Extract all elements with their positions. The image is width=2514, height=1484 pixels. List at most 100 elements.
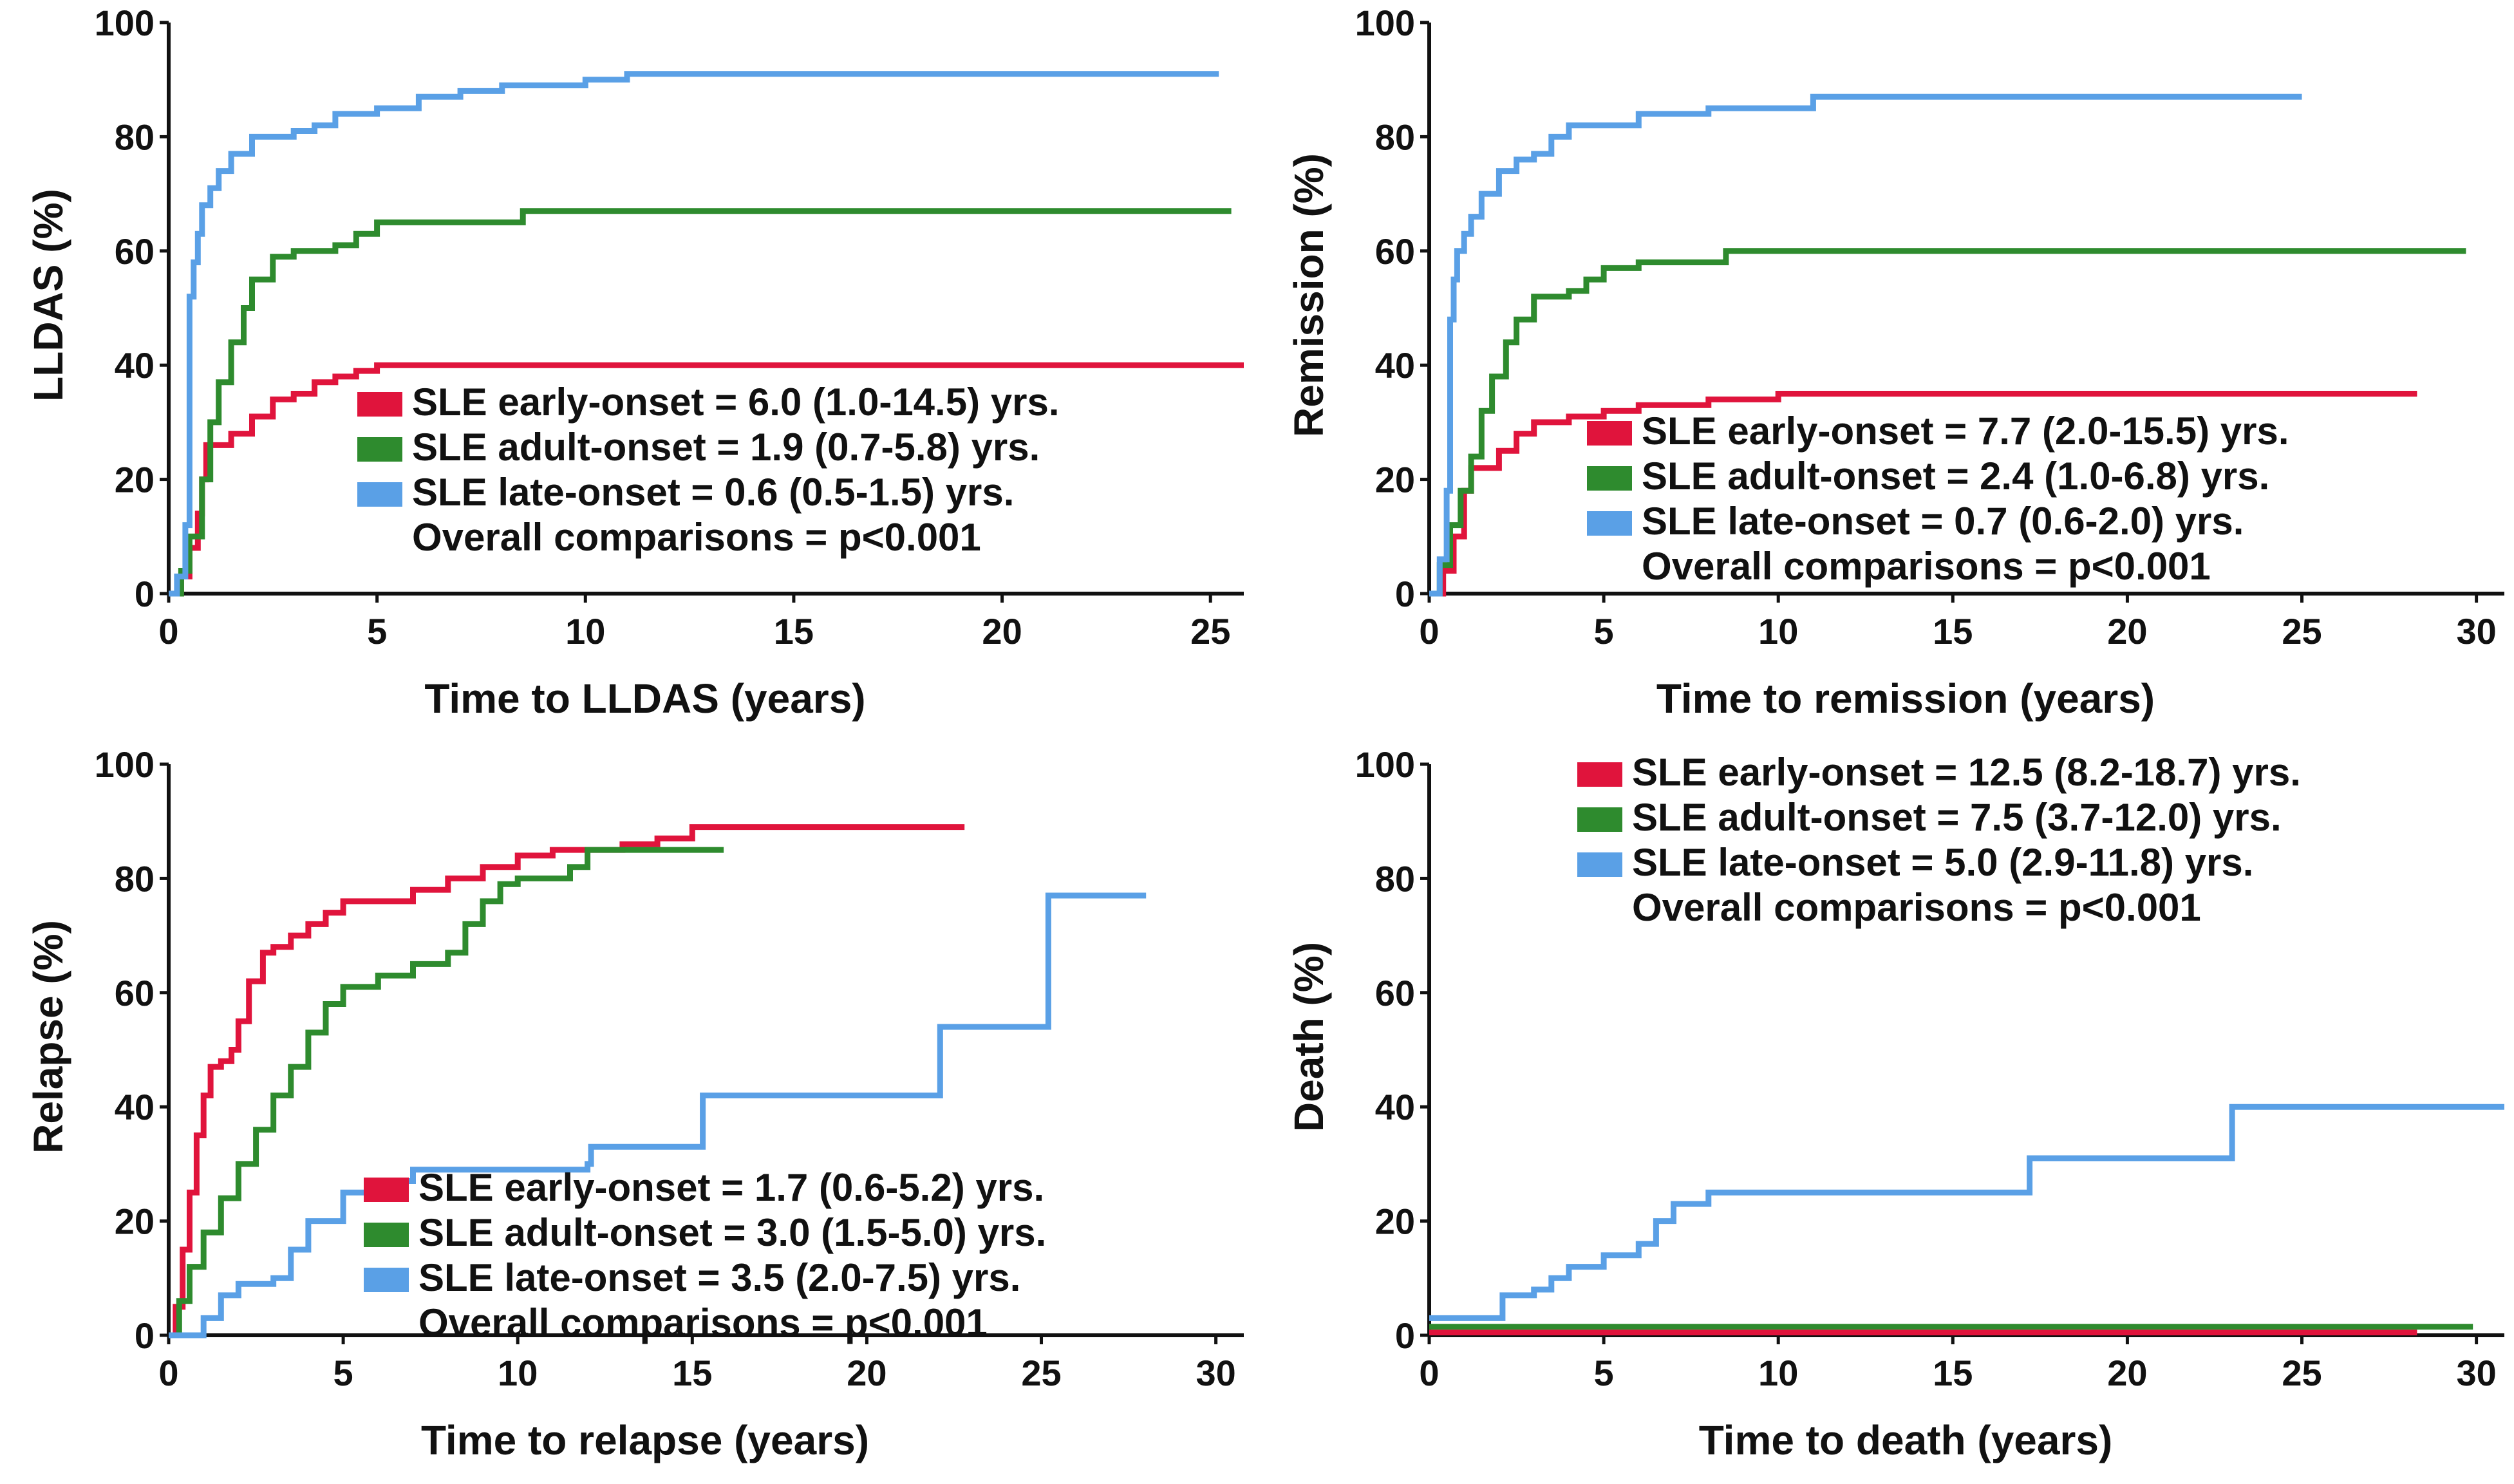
- x-tick-label: 5: [333, 1353, 353, 1393]
- x-tick-label: 10: [1758, 611, 1798, 652]
- y-tick-label: 20: [115, 460, 155, 500]
- x-tick-label: 15: [1933, 611, 1973, 652]
- y-tick-label: 60: [1375, 231, 1415, 272]
- x-tick-label: 20: [847, 1353, 886, 1393]
- x-tick-label: 0: [1419, 1353, 1439, 1393]
- x-tick-label: 25: [2282, 611, 2322, 652]
- x-tick-label: 15: [672, 1353, 712, 1393]
- series-line-late: [1429, 1104, 2504, 1321]
- y-tick-label: 40: [115, 345, 155, 386]
- y-axis-label: Relapse (%): [25, 920, 71, 1154]
- legend-label-early: SLE early-onset = 7.7 (2.0-15.5) yrs.: [1642, 409, 2289, 453]
- y-tick-label: 40: [1375, 345, 1415, 386]
- x-tick-label: 5: [1594, 1353, 1614, 1393]
- y-tick-label: 0: [135, 574, 155, 614]
- legend-label-early: SLE early-onset = 6.0 (1.0-14.5) yrs.: [412, 380, 1060, 424]
- x-tick-label: 15: [774, 611, 814, 652]
- y-tick-label: 100: [1355, 3, 1415, 43]
- legend-swatch-adult: [364, 1223, 409, 1247]
- legend-label-adult: SLE adult-onset = 2.4 (1.0-6.8) yrs.: [1642, 455, 2269, 498]
- legend-swatch-late: [357, 482, 402, 507]
- legend-swatch-adult: [1587, 466, 1632, 491]
- legend-note: Overall comparisons = p<0.001: [1642, 545, 2211, 588]
- y-tick-label: 60: [1375, 973, 1415, 1013]
- legend-swatch-adult: [1577, 807, 1622, 832]
- y-tick-label: 80: [1375, 117, 1415, 157]
- legend-swatch-early: [1577, 762, 1622, 787]
- legend-label-early: SLE early-onset = 12.5 (8.2-18.7) yrs.: [1632, 751, 2301, 794]
- legend-swatch-adult: [357, 437, 402, 462]
- series-line-late: [169, 71, 1219, 597]
- y-tick-label: 60: [115, 231, 155, 272]
- legend: SLE early-onset = 12.5 (8.2-18.7) yrs.SL…: [1577, 751, 2301, 929]
- legend-swatch-late: [1577, 852, 1622, 877]
- x-tick-label: 20: [982, 611, 1022, 652]
- legend-label-early: SLE early-onset = 1.7 (0.6-5.2) yrs.: [418, 1166, 1044, 1209]
- legend-label-late: SLE late-onset = 5.0 (2.9-11.8) yrs.: [1632, 841, 2253, 884]
- x-tick-label: 25: [1021, 1353, 1061, 1393]
- y-tick-label: 80: [115, 117, 155, 157]
- series-line-early: [169, 824, 965, 1338]
- y-tick-label: 20: [1375, 460, 1415, 500]
- x-tick-label: 0: [158, 1353, 178, 1393]
- legend: SLE early-onset = 7.7 (2.0-15.5) yrs.SLE…: [1587, 409, 2289, 588]
- y-tick-label: 100: [95, 3, 155, 43]
- legend-swatch-early: [1587, 421, 1632, 446]
- legend-swatch-late: [364, 1268, 409, 1292]
- x-tick-label: 5: [1594, 611, 1614, 652]
- series-line-adult: [1429, 248, 2466, 597]
- series-line-adult: [169, 847, 724, 1338]
- x-tick-label: 30: [2456, 611, 2496, 652]
- chart-panel-1: 0 20 40 60 80 100 0 5 10 15 20 25 Time to LLDAS (yea…: [25, 3, 1244, 722]
- x-tick-label: 10: [1758, 1353, 1798, 1393]
- series-line-early: [1429, 391, 2417, 597]
- y-tick-label: 0: [1395, 574, 1415, 614]
- y-axis-label: Remission (%): [1286, 153, 1332, 437]
- x-tick-label: 30: [2456, 1353, 2496, 1393]
- legend-label-late: SLE late-onset = 0.7 (0.6-2.0) yrs.: [1642, 500, 2244, 543]
- x-tick-label: 20: [2107, 1353, 2147, 1393]
- legend: SLE early-onset = 1.7 (0.6-5.2) yrs.SLE …: [364, 1166, 1046, 1344]
- legend: SLE early-onset = 6.0 (1.0-14.5) yrs.SLE…: [357, 380, 1060, 559]
- x-tick-label: 15: [1933, 1353, 1973, 1393]
- x-tick-label: 25: [1190, 611, 1230, 652]
- x-axis-label: Time to relapse (years): [421, 1417, 869, 1463]
- y-tick-label: 100: [95, 744, 155, 785]
- chart-panel-3: 0 20 40 60 80 100 0 5 10 15 20 25 30 Time to relapse …: [25, 744, 1244, 1463]
- x-tick-label: 0: [1419, 611, 1439, 652]
- y-tick-label: 40: [1375, 1087, 1415, 1127]
- y-tick-label: 60: [115, 973, 155, 1013]
- legend-note: Overall comparisons = p<0.001: [418, 1301, 988, 1344]
- y-tick-label: 80: [115, 858, 155, 899]
- y-axis-label: LLDAS (%): [25, 189, 71, 402]
- x-tick-label: 20: [2107, 611, 2147, 652]
- x-tick-label: 10: [498, 1353, 538, 1393]
- series-line-early: [169, 362, 1244, 597]
- x-tick-label: 0: [158, 611, 178, 652]
- series-line-adult: [169, 208, 1232, 597]
- legend-label-late: SLE late-onset = 3.5 (2.0-7.5) yrs.: [418, 1256, 1020, 1299]
- legend-label-late: SLE late-onset = 0.6 (0.5-1.5) yrs.: [412, 471, 1014, 514]
- x-axis-label: Time to remission (years): [1656, 675, 2155, 722]
- x-axis-label: Time to LLDAS (years): [424, 675, 865, 722]
- x-tick-label: 10: [565, 611, 605, 652]
- x-tick-label: 5: [367, 611, 387, 652]
- chart-panel-2: 0 20 40 60 80 100 0 5 10 15 20 25 30 Time to remissio…: [1286, 3, 2504, 722]
- legend-label-adult: SLE adult-onset = 1.9 (0.7-5.8) yrs.: [412, 426, 1040, 469]
- legend-note: Overall comparisons = p<0.001: [1632, 886, 2201, 929]
- legend-swatch-early: [364, 1178, 409, 1202]
- y-axis-label: Death (%): [1286, 942, 1332, 1132]
- legend-label-adult: SLE adult-onset = 7.5 (3.7-12.0) yrs.: [1632, 796, 2282, 839]
- y-tick-label: 20: [115, 1201, 155, 1242]
- legend-swatch-late: [1587, 511, 1632, 536]
- y-tick-label: 40: [115, 1087, 155, 1127]
- chart-panel-4: 0 20 40 60 80 100 0 5 10 15 20 25 30 Time to death (y…: [1286, 744, 2504, 1463]
- y-tick-label: 80: [1375, 858, 1415, 899]
- legend-note: Overall comparisons = p<0.001: [412, 516, 981, 559]
- y-tick-label: 100: [1355, 744, 1415, 785]
- legend-swatch-early: [357, 392, 402, 417]
- legend-label-adult: SLE adult-onset = 3.0 (1.5-5.0) yrs.: [418, 1211, 1046, 1254]
- y-tick-label: 20: [1375, 1201, 1415, 1242]
- y-tick-label: 0: [1395, 1315, 1415, 1356]
